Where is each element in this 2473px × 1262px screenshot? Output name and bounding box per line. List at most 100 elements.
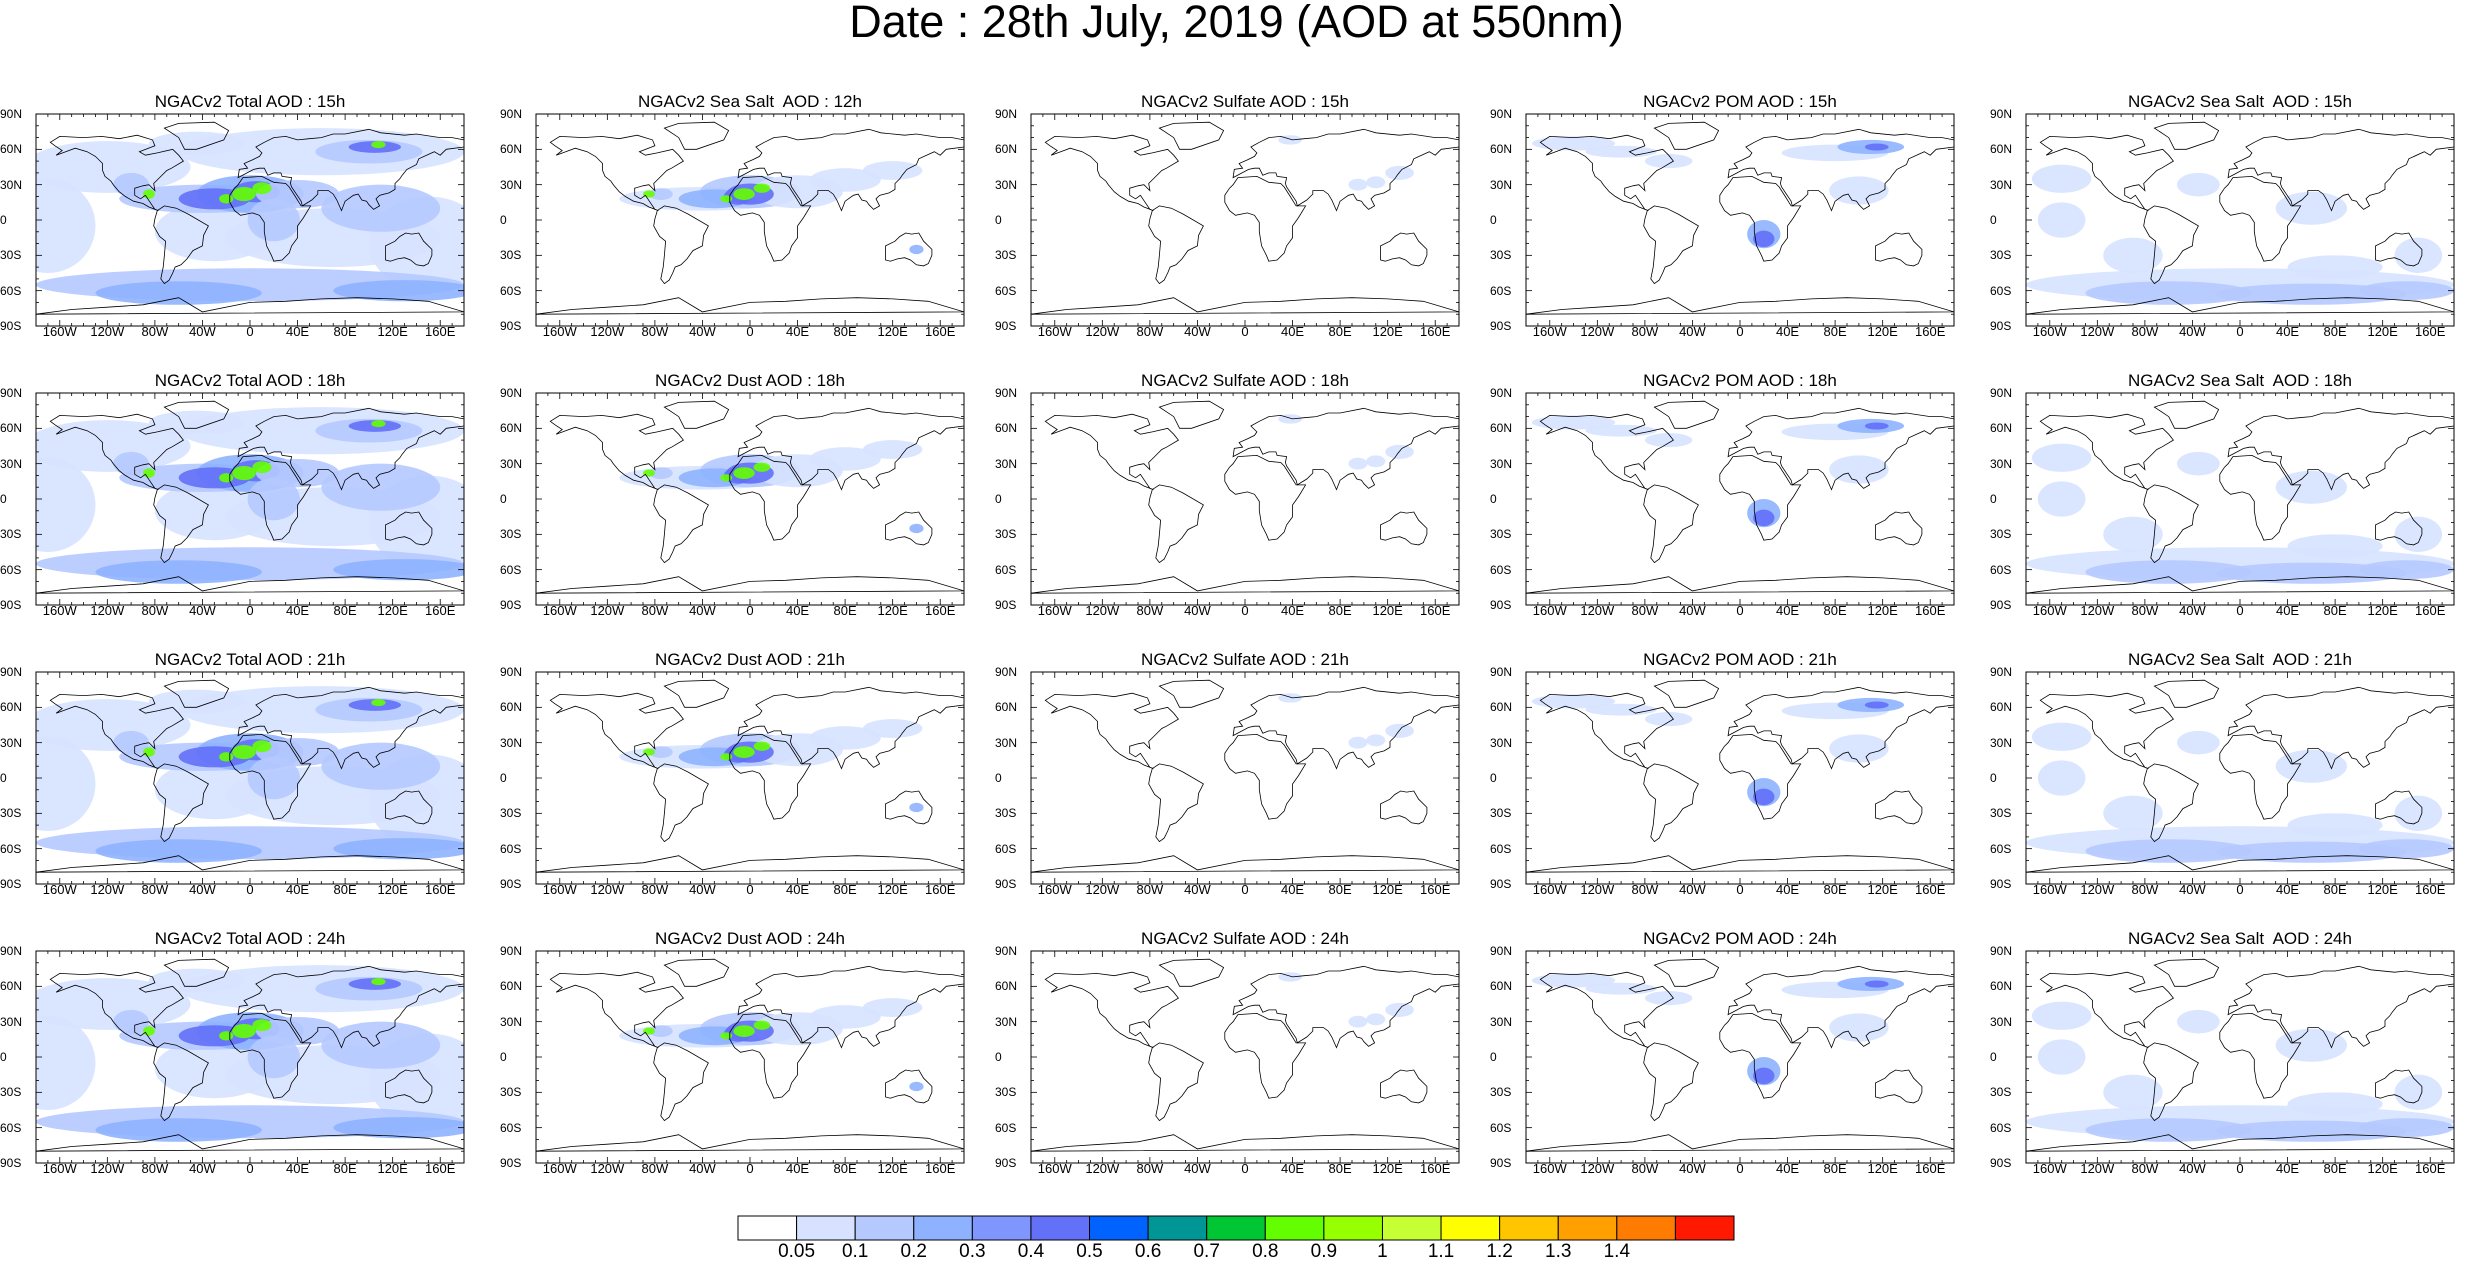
coastline (549, 413, 684, 490)
aod-patch (333, 1117, 464, 1139)
lon-tick-label: 160E (1420, 1161, 1451, 1176)
aod-patch (219, 1031, 234, 1041)
aod-patch (2394, 1074, 2443, 1110)
lat-tick-label: 90N (0, 944, 23, 958)
lon-tick-label: 40W (1184, 882, 1211, 897)
lat-tick-label: 60S (500, 283, 522, 298)
lon-tick-label: 120E (877, 1161, 908, 1176)
lon-tick-label: 0 (1241, 603, 1249, 618)
lon-tick-label: 120E (1372, 882, 1403, 897)
lon-tick-label: 120W (1085, 324, 1120, 339)
lon-tick-label: 40E (2275, 324, 2300, 339)
lat-tick-label: 30S (500, 527, 522, 542)
coastline (1158, 679, 1225, 708)
lat-tick-label: 30S (1990, 527, 2012, 542)
aod-patch (2176, 730, 2220, 755)
lat-tick-label: 0 (1990, 1050, 1997, 1064)
world-map (1030, 392, 1460, 606)
aod-patch (178, 746, 250, 768)
aod-patch (862, 440, 923, 459)
coastline (2026, 297, 2454, 315)
lon-tick-label: 120E (1372, 324, 1403, 339)
coastline (1727, 686, 1954, 770)
aod-patch (909, 1081, 924, 1092)
coastline (1380, 790, 1428, 825)
lon-tick-label: 80W (141, 324, 169, 339)
coastline (2227, 686, 2454, 770)
lon-tick-label: 0 (746, 603, 754, 618)
lat-tick-label: 30S (995, 1085, 1017, 1100)
aod-patch (143, 747, 155, 757)
lon-tick-label: 80W (141, 603, 169, 618)
aod-patch (1348, 1015, 1368, 1028)
coastline (1653, 679, 1720, 708)
lat-tick-label: 0 (995, 1050, 1002, 1064)
coastline (1158, 121, 1225, 150)
lon-tick-label: 80E (333, 603, 357, 618)
lat-tick-label: 30N (500, 456, 523, 471)
coastline (385, 1069, 433, 1104)
coastline (2375, 511, 2423, 546)
lon-tick-label: 80W (641, 882, 669, 897)
aod-patch (2216, 1120, 2407, 1142)
lon-tick-label: 120W (1085, 603, 1120, 618)
colorbar-swatch (1381, 1215, 1442, 1241)
panel-title: NGACv2 POM AOD : 24h (1643, 929, 1837, 948)
lon-tick-label: 160W (542, 882, 577, 897)
colorbar: 0.05 0.1 0.2 0.3 0.4 0.5 0.6 0.7 0.8 0.9 1 1.1 1.2 1.… (0, 1210, 2473, 1262)
coastline (1224, 454, 1307, 541)
aod-patch (95, 560, 262, 584)
coastline (729, 733, 812, 820)
coastline (1232, 965, 1459, 1049)
panel-title: NGACv2 Sea Salt AOD : 24h (2128, 929, 2352, 948)
aod-patch (1829, 455, 1889, 484)
lon-tick-label: 120E (377, 882, 408, 897)
aod-patch (1585, 982, 1657, 995)
lat-tick-label: 60S (1490, 841, 1512, 856)
aod-patch (909, 802, 924, 813)
aod-patch (1864, 422, 1889, 430)
lon-tick-label: 80E (333, 882, 357, 897)
aod-patch (753, 462, 771, 472)
aod-patch (2275, 191, 2347, 225)
lon-tick-label: 0 (2236, 603, 2244, 618)
map-panel: NGACv2 Dust AOD : 21h 90N 60N 30N 0 30S 60S 90S… (500, 650, 1000, 915)
lon-tick-label: 120E (2367, 324, 2398, 339)
aod-patch (2358, 560, 2454, 580)
lon-tick-label: 120W (590, 603, 625, 618)
lon-tick-label: 40W (689, 882, 716, 897)
aod-patch (809, 168, 881, 192)
lon-tick-label: 160E (425, 882, 456, 897)
lat-tick-label: 90S (1490, 877, 1512, 891)
aod-patch (2031, 1001, 2092, 1030)
lon-tick-label: 40W (189, 324, 216, 339)
colorbar-label: 1.1 (1427, 1241, 1455, 1262)
lat-tick-label: 90S (1490, 1156, 1512, 1170)
aod-patch (2176, 451, 2220, 476)
lon-tick-label: 160E (2415, 1161, 2446, 1176)
lat-tick-label: 30S (0, 248, 22, 263)
map-panel: NGACv2 Total AOD : 21h 90N 60N 30N 0 30S 60S 90… (0, 650, 500, 915)
lon-tick-label: 40W (689, 603, 716, 618)
aod-patch (2037, 760, 2086, 796)
coastline (36, 576, 464, 594)
lon-tick-label: 40E (785, 882, 810, 897)
lat-tick-label: 60S (0, 841, 22, 856)
lon-tick-label: 40E (785, 1161, 810, 1176)
aod-patch (862, 719, 923, 738)
lat-tick-label: 0 (1490, 492, 1497, 506)
colorbar-label: 0.1 (841, 1241, 869, 1262)
aod-patch (2358, 281, 2454, 301)
lat-tick-label: 30S (1990, 1085, 2012, 1100)
aod-patch (232, 745, 256, 760)
lon-tick-label: 40E (1775, 324, 1800, 339)
lat-tick-label: 60N (0, 700, 23, 715)
aod-patch (232, 187, 256, 202)
aod-patch (720, 753, 733, 761)
coastline (1232, 407, 1459, 491)
aod-patch (143, 468, 155, 478)
lat-tick-label: 60S (1990, 283, 2012, 298)
aod-patch (2358, 1118, 2454, 1138)
lat-tick-label: 30N (1490, 1014, 1513, 1029)
